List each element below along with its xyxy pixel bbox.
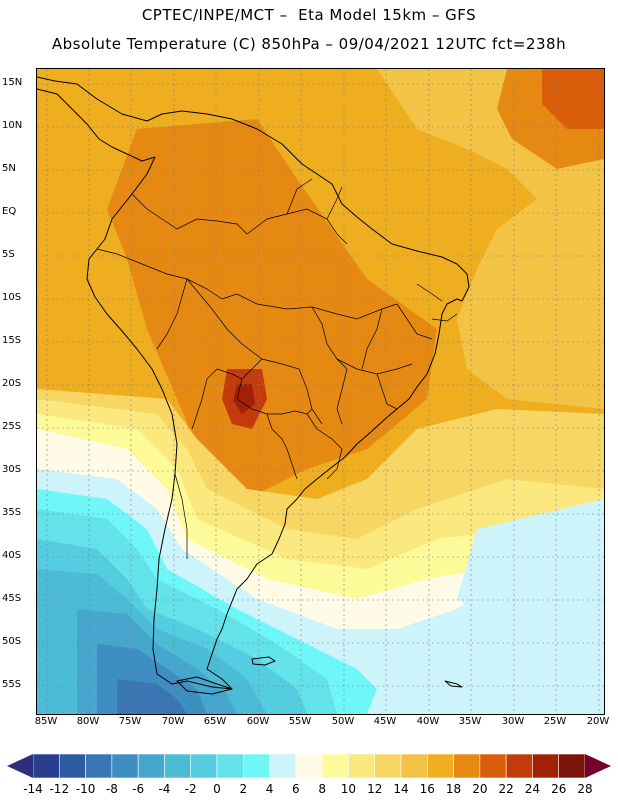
lat-label-30S: 30S xyxy=(2,464,22,475)
lat-label-10S: 10S xyxy=(2,292,22,303)
lat-label-EQ: EQ xyxy=(2,206,17,217)
colorbar-cell xyxy=(558,753,586,779)
lat-label-15N: 15N xyxy=(2,77,23,88)
colorbar-tick-label: 24 xyxy=(524,782,541,796)
lon-label-25W: 25W xyxy=(543,716,567,727)
colorbar-tick-label: 16 xyxy=(419,782,435,796)
colorbar-under-triangle xyxy=(7,754,33,778)
colorbar-cell xyxy=(111,753,139,779)
colorbar-tick-label: 4 xyxy=(265,782,274,796)
colorbar-tick-label: -2 xyxy=(184,782,197,796)
colorbar-cell xyxy=(137,753,165,779)
lon-label-85W: 85W xyxy=(34,716,58,727)
chart-title-line2: Absolute Temperature (C) 850hPa – 09/04/… xyxy=(51,35,567,53)
lat-label-40S: 40S xyxy=(2,550,22,561)
colorbar-tick-label: -8 xyxy=(105,782,118,796)
colorbar-cell xyxy=(426,753,454,779)
lon-label-65W: 65W xyxy=(203,716,227,727)
colorbar-tick-label: 12 xyxy=(367,782,383,796)
south-georgia xyxy=(444,680,463,688)
colorbar-tick-label: 22 xyxy=(498,782,514,796)
south-america-coast xyxy=(86,156,463,690)
colorbar-tick-label: 18 xyxy=(445,782,462,796)
lat-label-55S: 55S xyxy=(2,679,22,690)
colorbar-cell xyxy=(164,753,192,779)
temperature-field-hot-spot xyxy=(233,384,255,414)
colorbar-tick-label: -12 xyxy=(49,782,70,796)
colorbar-tick-label: -6 xyxy=(132,782,145,796)
lon-label-40W: 40W xyxy=(416,716,440,727)
lon-label-20W: 20W xyxy=(586,716,610,727)
colorbar-tick-label: 28 xyxy=(577,782,593,796)
colorbar-tick-label: 14 xyxy=(393,782,409,796)
lon-label-75W: 75W xyxy=(118,716,142,727)
lat-label-15S: 15S xyxy=(2,335,22,346)
colorbar-cell xyxy=(269,753,297,779)
lon-label-45W: 45W xyxy=(373,716,397,727)
coastlines xyxy=(37,76,470,695)
lat-label-45S: 45S xyxy=(2,593,22,604)
colorbar-cell xyxy=(374,753,402,779)
colorbar-tick-label: -10 xyxy=(75,782,96,796)
temperature-field-minus10-minus8 xyxy=(117,679,187,714)
colorbar-cell xyxy=(532,753,560,779)
colorbar-tick-label: -14 xyxy=(23,782,43,796)
lon-label-55W: 55W xyxy=(288,716,312,727)
lon-label-50W: 50W xyxy=(331,716,355,727)
country-borders xyxy=(96,178,458,559)
lon-label-80W: 80W xyxy=(76,716,100,727)
lon-label-30W: 30W xyxy=(501,716,525,727)
colorbar-cell xyxy=(505,753,533,779)
map-panel xyxy=(36,68,605,715)
colorbar-tick-label: 8 xyxy=(318,782,326,796)
colorbar xyxy=(7,753,611,779)
colorbar-cell xyxy=(190,753,218,779)
colorbar-tick-label: 10 xyxy=(340,782,357,796)
lon-label-35W: 35W xyxy=(458,716,482,727)
colorbar-cell xyxy=(453,753,481,779)
falkland-islands xyxy=(251,656,276,666)
colorbar-cell xyxy=(321,753,349,779)
colorbar-cell xyxy=(32,753,60,779)
colorbar-cell xyxy=(295,753,323,779)
colorbar-over-triangle xyxy=(585,754,611,778)
lon-label-60W: 60W xyxy=(246,716,270,727)
chart-title-line1: CPTEC/INPE/MCT – Eta Model 15km – GFS xyxy=(141,6,477,24)
colorbar-cell xyxy=(216,753,244,779)
colorbar-cell xyxy=(479,753,507,779)
central-america-coast xyxy=(37,88,156,162)
colorbar-cell xyxy=(242,753,270,779)
colorbar-tick-label: 2 xyxy=(239,782,248,796)
lat-label-35S: 35S xyxy=(2,507,22,518)
colorbar-tick-label: -4 xyxy=(158,782,171,796)
colorbar-tick-label: 6 xyxy=(292,782,300,796)
colorbar-tick-label: 20 xyxy=(472,782,488,796)
temperature-field-continental-warm xyxy=(107,119,437,499)
lat-label-5N: 5N xyxy=(2,163,16,174)
lat-label-50S: 50S xyxy=(2,636,22,647)
tierra-del-fuego xyxy=(176,676,233,695)
caribbean-north-coast xyxy=(37,76,470,302)
colorbar-tick-label: 0 xyxy=(213,782,221,796)
lat-label-10N: 10N xyxy=(2,120,23,131)
lon-label-70W: 70W xyxy=(161,716,185,727)
lat-label-20S: 20S xyxy=(2,378,22,389)
lat-label-25S: 25S xyxy=(2,421,22,432)
colorbar-cell xyxy=(348,753,376,779)
lat-label-5S: 5S xyxy=(2,249,15,260)
colorbar-tick-label: 26 xyxy=(551,782,567,796)
colorbar-cell xyxy=(58,753,86,779)
temperature-field-eastern-cool xyxy=(457,499,604,629)
colorbar-cell xyxy=(400,753,428,779)
colorbar-cell xyxy=(85,753,113,779)
